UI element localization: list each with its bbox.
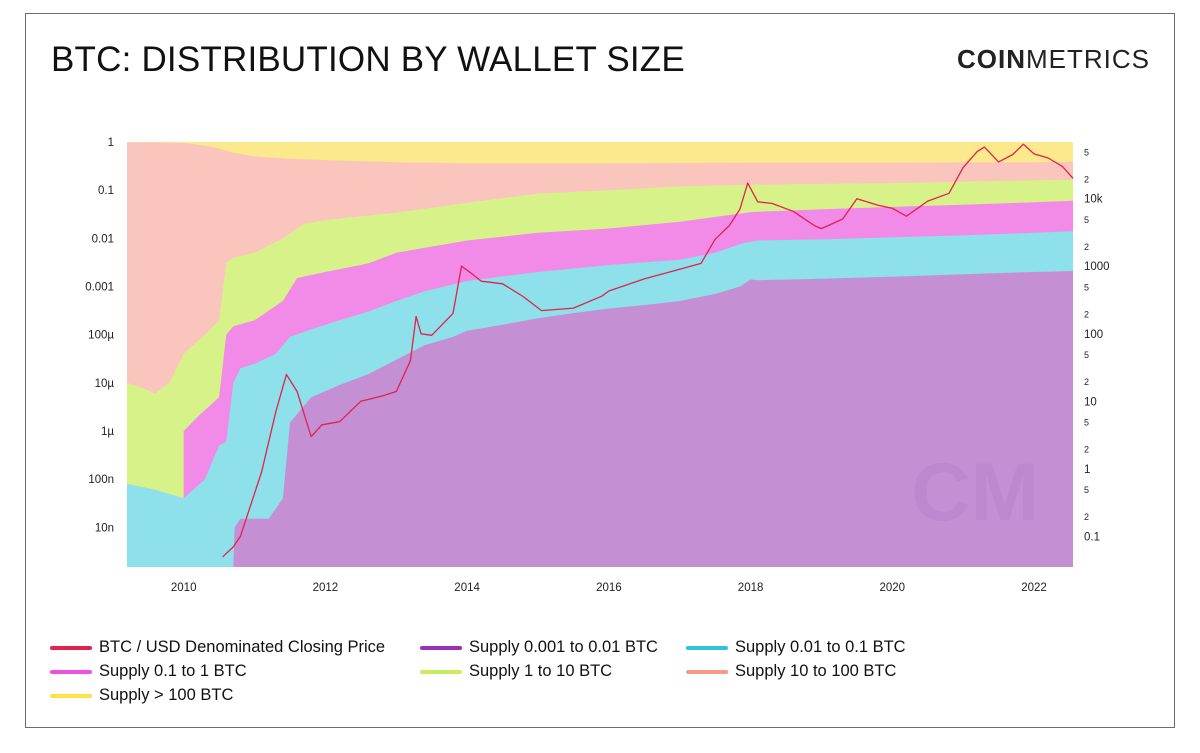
legend-item: Supply 0.01 to 0.1 BTC — [686, 638, 906, 657]
chart-title: BTC: DISTRIBUTION BY WALLET SIZE — [51, 40, 685, 79]
y-right-tick-label: 2 — [1084, 512, 1089, 522]
area-layer — [127, 142, 1074, 568]
legend-item: Supply 10 to 100 BTC — [686, 662, 896, 681]
y-right-tick-label: 2 — [1084, 377, 1089, 387]
y-right-tick-label: 1 — [1084, 464, 1090, 476]
x-tick-label: 2016 — [596, 582, 622, 594]
x-tick-label: 2012 — [313, 582, 339, 594]
price-line — [222, 143, 1074, 558]
legend-swatch — [50, 669, 92, 674]
brand-logo-light: METRICS — [1026, 44, 1150, 74]
price-layer — [222, 143, 1074, 558]
y-axis-right: 5 2 10k 5 2 1000 5 2 100 5 2 10 5 2 1 5 2 0.1 — [1084, 147, 1110, 543]
watermark: CM — [911, 447, 1039, 538]
y-left-tick-label: 100µ — [88, 330, 114, 342]
y-right-tick-label: 5 — [1084, 283, 1089, 293]
y-left-tick-label: 0.1 — [98, 185, 114, 197]
legend-swatch — [420, 669, 462, 674]
x-tick-label: 2014 — [454, 582, 480, 594]
x-tick-label: 2020 — [880, 582, 906, 594]
y-left-tick-label: 10n — [95, 522, 114, 534]
legend-label: Supply 1 to 10 BTC — [469, 662, 613, 680]
legend-item: Supply 1 to 10 BTC — [420, 662, 612, 681]
legend-swatch — [50, 693, 92, 698]
y-right-tick-label: 100 — [1084, 329, 1103, 341]
brand-logo: COINMETRICS — [957, 44, 1150, 75]
x-tick-label: 2010 — [171, 582, 197, 594]
legend-item: Supply > 100 BTC — [50, 686, 233, 705]
legend-label: Supply 10 to 100 BTC — [735, 662, 897, 680]
brand-logo-bold: COIN — [957, 44, 1026, 74]
legend-label: Supply > 100 BTC — [99, 686, 234, 704]
y-right-tick-label: 5 — [1084, 350, 1089, 360]
legend-label: Supply 0.1 to 1 BTC — [99, 662, 247, 680]
y-right-tick-label: 5 — [1084, 485, 1089, 495]
y-right-tick-label: 1000 — [1084, 261, 1110, 273]
y-left-tick-label: 1 — [108, 137, 114, 149]
legend-swatch — [50, 645, 92, 650]
legend-label: Supply 0.001 to 0.01 BTC — [469, 638, 658, 656]
y-right-tick-label: 10k — [1084, 194, 1103, 206]
y-right-tick-label: 5 — [1084, 418, 1089, 428]
watermark-text: CM — [911, 447, 1039, 538]
legend-label: Supply 0.01 to 0.1 BTC — [735, 638, 906, 656]
distribution-chart: CM 1 0.1 0.01 0.001 100µ 10µ 1µ 100n 10n 5 2 10k 5 2… — [85, 137, 1110, 594]
y-right-tick-label: 5 — [1084, 147, 1089, 157]
y-left-tick-label: 10µ — [95, 378, 115, 390]
x-axis: 2010 2012 2014 2016 2018 2020 2022 — [171, 582, 1047, 594]
legend-swatch — [686, 669, 728, 674]
y-right-tick-label: 2 — [1084, 174, 1089, 184]
y-axis-left: 1 0.1 0.01 0.001 100µ 10µ 1µ 100n 10n — [85, 137, 114, 534]
y-left-tick-label: 0.001 — [85, 282, 114, 294]
y-right-tick-label: 10 — [1084, 396, 1097, 408]
y-right-tick-label: 2 — [1084, 242, 1089, 252]
y-left-tick-label: 0.01 — [92, 233, 114, 245]
area-supply-0-001-to-0-01-btc — [233, 271, 1074, 567]
y-right-tick-label: 2 — [1084, 309, 1089, 319]
y-left-tick-label: 100n — [88, 474, 114, 486]
legend-item: Supply 0.1 to 1 BTC — [50, 662, 247, 681]
legend-label: BTC / USD Denominated Closing Price — [99, 638, 386, 656]
legend-item: BTC / USD Denominated Closing Price — [50, 638, 385, 657]
y-left-tick-label: 1µ — [101, 426, 114, 438]
x-tick-label: 2018 — [738, 582, 764, 594]
legend-swatch — [420, 645, 462, 650]
y-right-tick-label: 5 — [1084, 215, 1089, 225]
legend-item: Supply 0.001 to 0.01 BTC — [420, 638, 658, 657]
y-right-tick-label: 0.1 — [1084, 531, 1100, 543]
x-tick-label: 2022 — [1021, 582, 1047, 594]
y-right-tick-label: 2 — [1084, 445, 1089, 455]
legend-swatch — [686, 645, 728, 650]
